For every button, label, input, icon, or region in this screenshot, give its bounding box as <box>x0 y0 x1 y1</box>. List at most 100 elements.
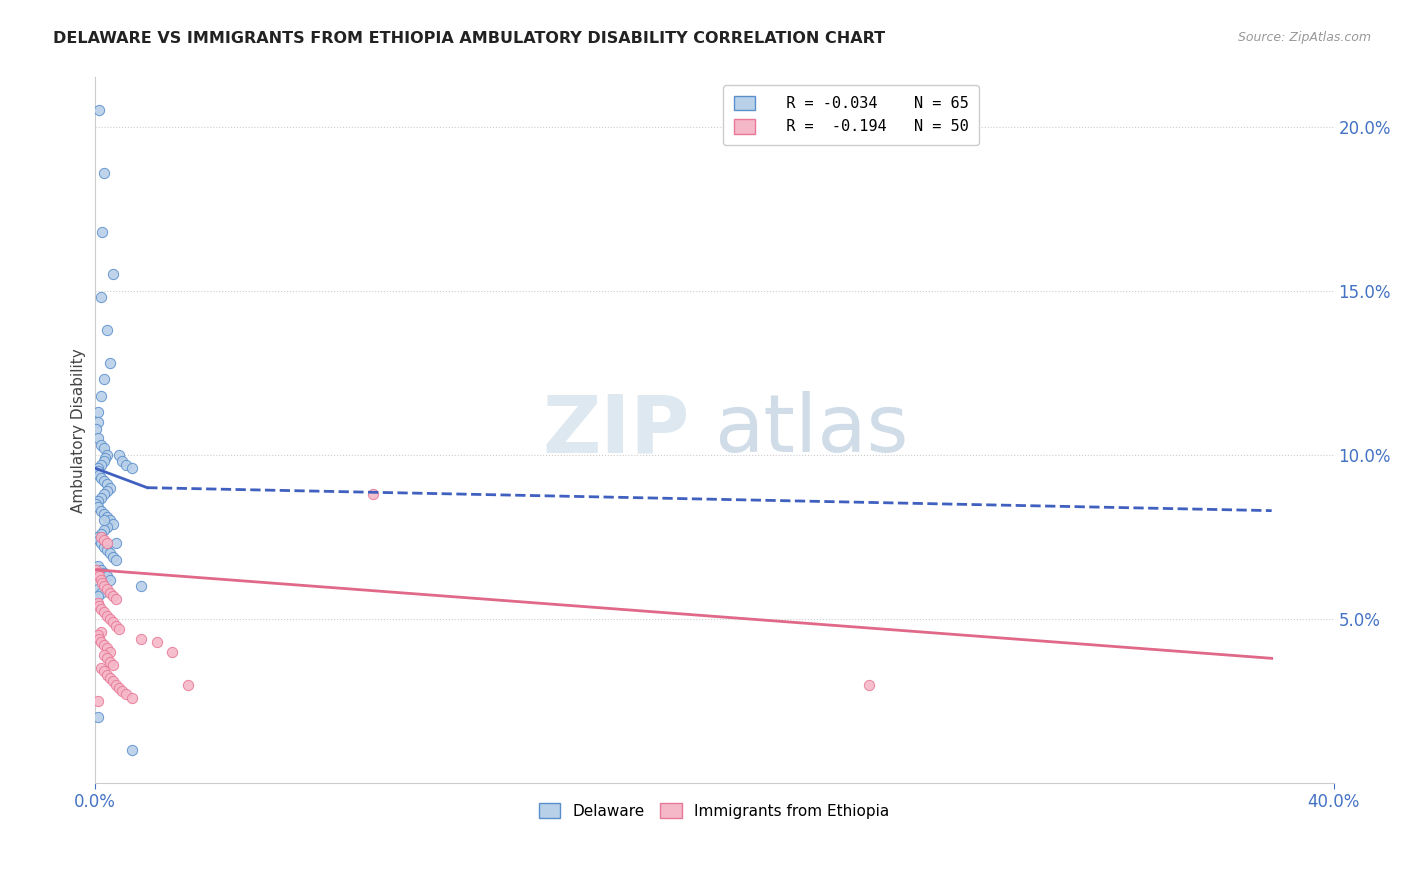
Point <box>89 467 111 482</box>
Point <box>101 657 124 672</box>
Point <box>90 290 112 304</box>
Point <box>90 536 112 550</box>
Point <box>89 599 111 613</box>
Point <box>105 536 128 550</box>
Point <box>91 575 114 590</box>
Point <box>90 563 112 577</box>
Point <box>176 677 198 691</box>
Point <box>129 632 152 646</box>
Point <box>93 166 115 180</box>
Point <box>93 648 115 662</box>
Point <box>93 540 115 554</box>
Point <box>96 323 118 337</box>
Point <box>93 474 115 488</box>
Point <box>86 589 108 603</box>
Point <box>96 477 118 491</box>
Point <box>84 563 107 577</box>
Point <box>101 674 124 689</box>
Point <box>84 497 107 511</box>
Point <box>93 524 115 538</box>
Point <box>98 655 121 669</box>
Point <box>96 520 118 534</box>
Point <box>86 405 108 419</box>
Point <box>90 635 112 649</box>
Point <box>96 569 118 583</box>
Point <box>98 546 121 560</box>
Point <box>89 103 111 118</box>
Point <box>105 553 128 567</box>
Point <box>91 225 114 239</box>
Point <box>121 743 143 757</box>
Point <box>93 487 115 501</box>
Point <box>96 651 118 665</box>
Point <box>90 471 112 485</box>
Point <box>90 526 112 541</box>
Point <box>96 582 118 597</box>
Point <box>86 415 108 429</box>
Point <box>98 585 121 599</box>
Point <box>96 483 118 498</box>
Legend: Delaware, Immigrants from Ethiopia: Delaware, Immigrants from Ethiopia <box>533 797 896 825</box>
Point <box>86 566 108 580</box>
Point <box>121 461 143 475</box>
Text: DELAWARE VS IMMIGRANTS FROM ETHIOPIA AMBULATORY DISABILITY CORRELATION CHART: DELAWARE VS IMMIGRANTS FROM ETHIOPIA AMB… <box>53 31 886 46</box>
Point <box>90 602 112 616</box>
Point <box>90 661 112 675</box>
Point <box>86 493 108 508</box>
Point <box>98 573 121 587</box>
Point <box>86 694 108 708</box>
Point <box>96 536 118 550</box>
Point <box>93 579 115 593</box>
Point <box>93 372 115 386</box>
Point <box>93 507 115 521</box>
Point <box>98 612 121 626</box>
Point <box>96 510 118 524</box>
Point <box>94 451 117 466</box>
Point <box>89 632 111 646</box>
Point <box>90 585 112 599</box>
Point <box>105 677 128 691</box>
Point <box>121 690 143 705</box>
Point <box>90 389 112 403</box>
Point <box>108 622 131 636</box>
Point <box>86 582 108 597</box>
Point <box>96 641 118 656</box>
Point <box>101 615 124 630</box>
Point <box>89 533 111 548</box>
Point <box>90 530 112 544</box>
Point <box>86 500 108 515</box>
Point <box>98 481 121 495</box>
Point <box>90 491 112 505</box>
Point <box>101 549 124 564</box>
Point <box>93 442 115 456</box>
Point <box>86 464 108 478</box>
Y-axis label: Ambulatory Disability: Ambulatory Disability <box>72 348 86 513</box>
Point <box>98 645 121 659</box>
Point <box>160 645 183 659</box>
Point <box>90 573 112 587</box>
Text: atlas: atlas <box>714 392 908 469</box>
Point <box>96 543 118 558</box>
Point <box>111 454 134 468</box>
Point <box>96 448 118 462</box>
Point <box>101 589 124 603</box>
Point <box>86 595 108 609</box>
Point <box>114 458 136 472</box>
Point <box>145 635 167 649</box>
Point <box>96 667 118 681</box>
Point <box>93 566 115 580</box>
Point <box>86 432 108 446</box>
Point <box>858 677 880 691</box>
Point <box>98 356 121 370</box>
Point <box>89 569 111 583</box>
Point <box>98 514 121 528</box>
Point <box>90 503 112 517</box>
Point <box>86 710 108 724</box>
Point <box>86 461 108 475</box>
Point <box>101 268 124 282</box>
Point <box>129 579 152 593</box>
Text: Source: ZipAtlas.com: Source: ZipAtlas.com <box>1237 31 1371 45</box>
Point <box>86 559 108 574</box>
Point <box>105 618 128 632</box>
Point <box>363 487 385 501</box>
